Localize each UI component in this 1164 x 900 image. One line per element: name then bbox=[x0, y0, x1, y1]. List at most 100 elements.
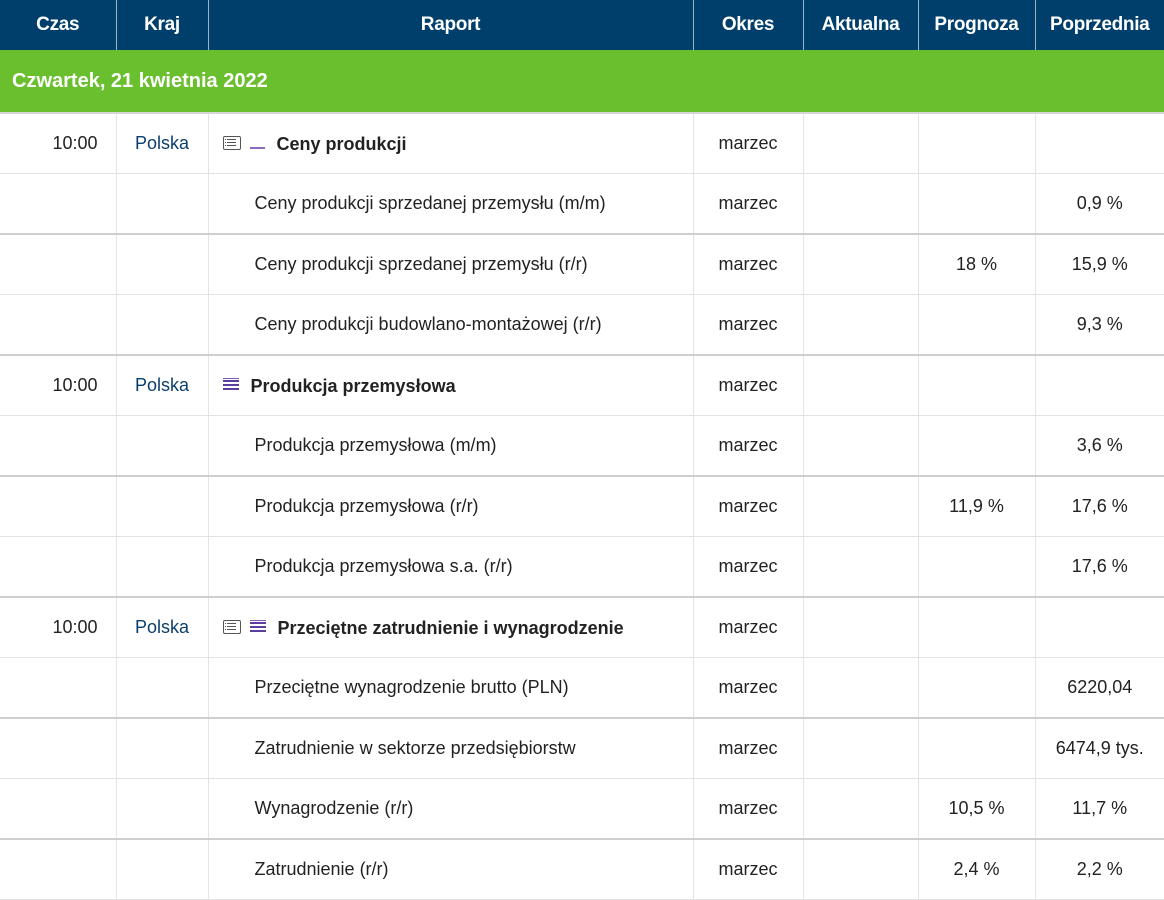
time-cell bbox=[0, 718, 117, 779]
previous-cell: 17,6 % bbox=[1035, 536, 1164, 598]
report-name-cell[interactable]: Produkcja przemysłowa bbox=[208, 355, 694, 416]
header-czas[interactable]: Czas bbox=[0, 0, 117, 50]
country-cell[interactable]: Polska bbox=[116, 597, 209, 658]
sub-report-row[interactable]: Przeciętne wynagrodzenie brutto (PLN) mar… bbox=[0, 657, 1164, 719]
forecast-cell bbox=[918, 294, 1036, 356]
report-name-cell[interactable]: Produkcja przemysłowa (r/r) bbox=[208, 476, 694, 537]
country-cell[interactable] bbox=[116, 839, 209, 900]
period-cell: marzec bbox=[693, 113, 804, 174]
previous-cell: 11,7 % bbox=[1035, 778, 1164, 840]
sub-report-row[interactable]: Ceny produkcji sprzedanej przemysłu (r/r… bbox=[0, 234, 1164, 295]
actual-cell bbox=[803, 234, 919, 295]
importance-low-icon bbox=[249, 139, 265, 149]
time-cell bbox=[0, 778, 117, 840]
forecast-cell: 18 % bbox=[918, 234, 1036, 295]
country-cell[interactable]: Polska bbox=[116, 113, 209, 174]
report-label: Produkcja przemysłowa bbox=[250, 375, 456, 396]
report-name-cell[interactable]: Ceny produkcji sprzedanej przemysłu (r/r… bbox=[208, 234, 694, 295]
actual-cell bbox=[803, 778, 919, 840]
header-prognoza[interactable]: Prognoza bbox=[918, 0, 1036, 50]
header-poprzednia[interactable]: Poprzednia bbox=[1035, 0, 1164, 50]
country-cell[interactable] bbox=[116, 657, 209, 719]
header-aktualna[interactable]: Aktualna bbox=[803, 0, 919, 50]
period-cell: marzec bbox=[693, 173, 804, 235]
actual-cell bbox=[803, 597, 919, 658]
time-cell: 10:00 bbox=[0, 113, 117, 174]
report-name-cell[interactable]: Zatrudnienie w sektorze przedsiębiorstw bbox=[208, 718, 694, 779]
forecast-cell bbox=[918, 597, 1036, 658]
country-cell[interactable] bbox=[116, 415, 209, 477]
country-cell[interactable] bbox=[116, 294, 209, 356]
previous-cell bbox=[1035, 597, 1164, 658]
header-kraj[interactable]: Kraj bbox=[116, 0, 209, 50]
forecast-cell bbox=[918, 355, 1036, 416]
forecast-cell bbox=[918, 536, 1036, 598]
time-cell: 10:00 bbox=[0, 355, 117, 416]
country-cell[interactable] bbox=[116, 778, 209, 840]
time-cell bbox=[0, 476, 117, 537]
sub-report-row[interactable]: Zatrudnienie (r/r) marzec 2,4 % 2,2 % bbox=[0, 839, 1164, 900]
period-cell: marzec bbox=[693, 234, 804, 295]
period-cell: marzec bbox=[693, 355, 804, 416]
sub-report-row[interactable]: Zatrudnienie w sektorze przedsiębiorstw m… bbox=[0, 718, 1164, 779]
time-cell bbox=[0, 173, 117, 235]
list-icon[interactable] bbox=[222, 619, 241, 634]
header-okres[interactable]: Okres bbox=[693, 0, 804, 50]
report-name-cell[interactable]: Ceny produkcji bbox=[208, 113, 694, 174]
period-cell: marzec bbox=[693, 294, 804, 356]
actual-cell bbox=[803, 657, 919, 719]
report-name-cell[interactable]: Ceny produkcji budowlano-montażowej (r/r… bbox=[208, 294, 694, 356]
time-cell bbox=[0, 294, 117, 356]
previous-cell: 0,9 % bbox=[1035, 173, 1164, 235]
sub-report-row[interactable]: Produkcja przemysłowa s.a. (r/r) marzec 17… bbox=[0, 536, 1164, 598]
actual-cell bbox=[803, 476, 919, 537]
period-cell: marzec bbox=[693, 778, 804, 840]
header-row: Czas Kraj Raport Okres Aktualna Prognoza… bbox=[0, 0, 1164, 50]
importance-high-icon bbox=[249, 619, 266, 634]
period-cell: marzec bbox=[693, 476, 804, 537]
sub-report-row[interactable]: Produkcja przemysłowa (m/m) marzec 3,6 % bbox=[0, 415, 1164, 477]
sub-report-row[interactable]: Ceny produkcji sprzedanej przemysłu (m/m… bbox=[0, 173, 1164, 235]
country-cell[interactable] bbox=[116, 718, 209, 779]
country-cell[interactable] bbox=[116, 173, 209, 235]
date-row: Czwartek, 21 kwietnia 2022 bbox=[0, 50, 1164, 114]
report-name-cell[interactable]: Ceny produkcji sprzedanej przemysłu (m/m… bbox=[208, 173, 694, 235]
report-name-cell[interactable]: Zatrudnienie (r/r) bbox=[208, 839, 694, 900]
report-name-cell[interactable]: Produkcja przemysłowa (m/m) bbox=[208, 415, 694, 477]
list-icon[interactable] bbox=[222, 135, 241, 150]
header-raport[interactable]: Raport bbox=[208, 0, 694, 50]
actual-cell bbox=[803, 294, 919, 356]
report-name-cell[interactable]: Przeciętne wynagrodzenie brutto (PLN) bbox=[208, 657, 694, 719]
country-cell[interactable] bbox=[116, 234, 209, 295]
country-cell[interactable] bbox=[116, 476, 209, 537]
previous-cell: 2,2 % bbox=[1035, 839, 1164, 900]
time-cell bbox=[0, 839, 117, 900]
report-row[interactable]: 10:00 Polska Ceny produkcji marzec bbox=[0, 113, 1164, 174]
report-row[interactable]: 10:00 Polska Przeciętne zatrudnienie i wyn… bbox=[0, 597, 1164, 658]
period-cell: marzec bbox=[693, 415, 804, 477]
actual-cell bbox=[803, 536, 919, 598]
previous-cell: 17,6 % bbox=[1035, 476, 1164, 537]
previous-cell: 9,3 % bbox=[1035, 294, 1164, 356]
report-name-cell[interactable]: Produkcja przemysłowa s.a. (r/r) bbox=[208, 536, 694, 598]
forecast-cell: 10,5 % bbox=[918, 778, 1036, 840]
period-cell: marzec bbox=[693, 536, 804, 598]
report-row[interactable]: 10:00 Polska Produkcja przemysłowa marzec bbox=[0, 355, 1164, 416]
country-cell[interactable] bbox=[116, 536, 209, 598]
sub-report-row[interactable]: Ceny produkcji budowlano-montażowej (r/r… bbox=[0, 294, 1164, 356]
report-label: Ceny produkcji bbox=[276, 133, 407, 154]
report-label: Przeciętne zatrudnienie i wynagrodzenie bbox=[277, 617, 624, 638]
importance-high-icon bbox=[222, 377, 239, 392]
period-cell: marzec bbox=[693, 657, 804, 719]
actual-cell bbox=[803, 173, 919, 235]
sub-report-row[interactable]: Wynagrodzenie (r/r) marzec 10,5 % 11,7 % bbox=[0, 778, 1164, 840]
report-name-cell[interactable]: Przeciętne zatrudnienie i wynagrodzenie bbox=[208, 597, 694, 658]
actual-cell bbox=[803, 113, 919, 174]
previous-cell: 6220,04 bbox=[1035, 657, 1164, 719]
previous-cell: 3,6 % bbox=[1035, 415, 1164, 477]
actual-cell bbox=[803, 839, 919, 900]
report-name-cell[interactable]: Wynagrodzenie (r/r) bbox=[208, 778, 694, 840]
country-cell[interactable]: Polska bbox=[116, 355, 209, 416]
sub-report-row[interactable]: Produkcja przemysłowa (r/r) marzec 11,9 % 1… bbox=[0, 476, 1164, 537]
